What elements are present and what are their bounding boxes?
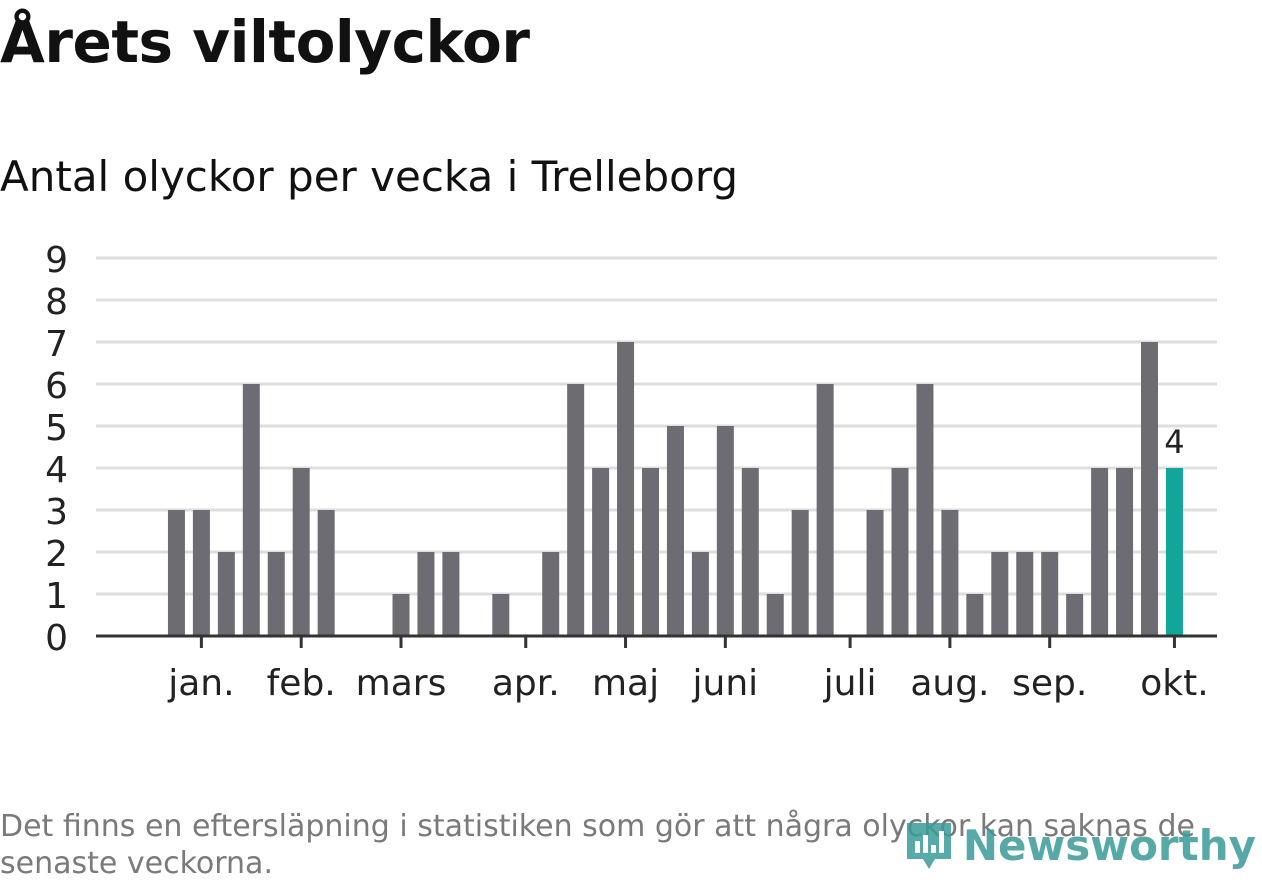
x-tick-label: mars	[356, 663, 447, 704]
x-tick-label: juli	[823, 663, 877, 704]
chart-subtitle: Antal olyckor per vecka i Trelleborg	[0, 152, 739, 201]
bar	[916, 384, 934, 636]
bar	[217, 552, 235, 636]
y-tick-label: 6	[45, 366, 68, 407]
bar	[766, 594, 784, 636]
bar	[966, 594, 984, 636]
chart-title: Årets viltolyckor	[0, 8, 530, 76]
bar	[292, 468, 310, 636]
brand-logo: Newsworthy	[903, 819, 1256, 871]
newsworthy-logo-icon	[906, 823, 951, 869]
bar	[866, 510, 884, 636]
x-tick-label: feb.	[267, 663, 336, 704]
bar	[941, 510, 959, 636]
bar	[691, 552, 709, 636]
bar	[716, 426, 734, 636]
bar	[442, 552, 460, 636]
bar	[242, 384, 260, 636]
bar	[1041, 552, 1059, 636]
x-tick-label: jan.	[167, 663, 234, 704]
bar	[991, 552, 1009, 636]
bar	[267, 552, 285, 636]
brand-name: Newsworthy	[962, 820, 1256, 870]
bar	[1141, 342, 1158, 636]
x-tick-label: apr.	[492, 663, 560, 704]
bar	[567, 384, 585, 636]
bar	[891, 468, 909, 636]
bar	[542, 552, 560, 636]
bar	[417, 552, 435, 636]
bar	[392, 594, 410, 636]
y-tick-label: 5	[45, 408, 68, 449]
bar	[317, 510, 335, 636]
bar	[666, 426, 684, 636]
bar	[167, 510, 185, 636]
x-tick-label: aug.	[910, 663, 989, 704]
y-tick-label: 3	[45, 492, 68, 533]
x-tick-label: maj	[592, 663, 659, 704]
bar	[1091, 468, 1109, 636]
bar	[791, 510, 809, 636]
y-tick-label: 7	[45, 324, 68, 365]
footnote: Det finns en eftersläpning i statistiken…	[0, 809, 1195, 881]
bar	[816, 384, 834, 636]
x-tick-label: okt.	[1140, 663, 1208, 704]
y-tick-label: 9	[45, 240, 68, 281]
y-tick-label: 2	[45, 534, 68, 575]
y-tick-label: 1	[45, 576, 68, 617]
x-tick-label: juni	[692, 663, 759, 704]
bar	[1016, 552, 1034, 636]
bar	[1066, 594, 1084, 636]
bar	[1116, 468, 1134, 636]
bar-highlighted	[1165, 468, 1183, 636]
bar	[617, 342, 635, 636]
y-tick-label: 0	[45, 618, 68, 659]
bar	[741, 468, 759, 636]
bar	[642, 468, 659, 636]
bar	[492, 594, 510, 636]
bar	[592, 468, 610, 636]
y-tick-label: 8	[45, 282, 68, 323]
data-label: 4	[1164, 423, 1184, 461]
bar	[192, 510, 210, 636]
x-tick-label: sep.	[1012, 663, 1087, 704]
y-tick-label: 4	[45, 450, 68, 491]
